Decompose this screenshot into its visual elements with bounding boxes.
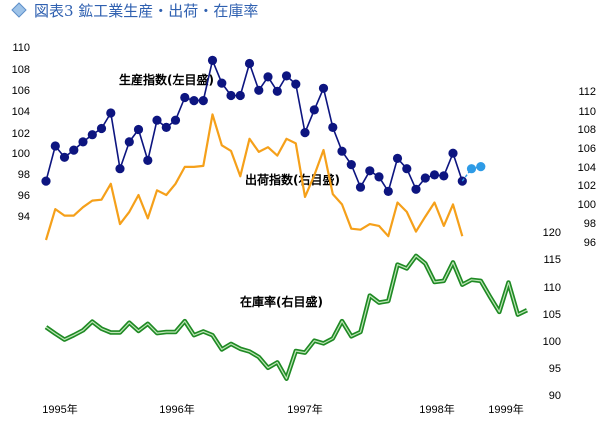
production-point <box>143 155 153 165</box>
left-tick-label: 108 <box>12 64 30 76</box>
x-tick-label: 1997年 <box>287 402 322 416</box>
production-point <box>272 86 282 96</box>
production-point <box>207 55 218 65</box>
left-tick-label: 98 <box>18 169 30 181</box>
right-tick-label: 90 <box>549 390 561 402</box>
production-point <box>254 85 264 95</box>
production-point <box>383 186 393 196</box>
right-tick-label: 115 <box>543 254 561 266</box>
top-right-axis: 112 110 108 106 104 102 100 98 96 <box>578 86 596 249</box>
chart-header: 図表3 鉱工業生産・出荷・在庫率 <box>11 2 258 20</box>
right-tick-label: 110 <box>578 106 596 118</box>
production-point <box>392 153 403 163</box>
production-point <box>402 164 412 174</box>
x-tick-label: 1998年 <box>419 402 454 416</box>
diamond-bullet-icon <box>11 2 27 18</box>
production-point <box>429 170 440 180</box>
chart-title: 図表3 鉱工業生産・出荷・在庫率 <box>34 2 258 20</box>
production-point <box>106 108 116 118</box>
production-point <box>170 115 181 125</box>
series-annotations: 生産指数(左目盛) 出荷指数(右目盛) 在庫率(右目盛) <box>119 72 340 309</box>
production-point <box>69 145 79 155</box>
top-left-axis: 110 108 106 104 102 100 98 96 94 <box>12 42 30 223</box>
production-point <box>448 148 458 158</box>
left-tick-label: 102 <box>12 128 30 140</box>
x-axis: 1995年 1996年 1997年 1998年 1999年 <box>42 402 523 416</box>
inventory-line-highlight <box>45 255 528 380</box>
production-point <box>318 83 329 93</box>
production-point <box>263 72 273 82</box>
production-point <box>300 128 310 138</box>
production-point <box>133 124 144 135</box>
production-point <box>161 122 171 132</box>
production-point <box>244 58 255 69</box>
production-point <box>365 166 375 176</box>
right-tick-label: 96 <box>584 237 596 249</box>
inventory-series-label: 在庫率(右目盛) <box>240 294 323 309</box>
production-point <box>281 71 292 81</box>
bottom-right-axis: 120 115 110 105 100 95 90 <box>543 227 561 402</box>
x-tick-label: 1995年 <box>42 402 77 416</box>
production-point <box>309 105 319 115</box>
production-point <box>355 182 366 192</box>
forecast-point <box>476 162 486 172</box>
production-point <box>439 171 449 181</box>
right-tick-label: 106 <box>578 143 596 155</box>
production-point <box>420 173 430 183</box>
production-point <box>235 90 245 101</box>
production-point <box>291 79 301 89</box>
right-tick-label: 105 <box>543 309 561 321</box>
production-point <box>78 137 88 147</box>
right-tick-label: 110 <box>543 282 561 294</box>
forecast-point <box>466 164 477 174</box>
production-point <box>152 115 162 125</box>
production-point <box>124 137 134 147</box>
left-tick-label: 96 <box>18 190 30 202</box>
right-tick-label: 100 <box>543 336 561 348</box>
right-tick-label: 120 <box>543 227 561 239</box>
left-tick-label: 94 <box>18 211 30 223</box>
production-point <box>337 146 347 156</box>
production-point <box>189 96 199 106</box>
production-line <box>45 59 464 193</box>
production-point <box>115 164 125 174</box>
production-point <box>41 176 51 186</box>
production-point <box>328 122 338 132</box>
production-point <box>374 172 384 182</box>
production-point <box>96 123 107 134</box>
shipments-series-label: 出荷指数(右目盛) <box>245 172 340 187</box>
inventory-line <box>44 253 528 381</box>
left-tick-label: 104 <box>12 106 30 118</box>
right-tick-label: 102 <box>578 180 596 192</box>
left-tick-label: 106 <box>12 85 30 97</box>
production-point <box>50 141 60 151</box>
right-tick-label: 95 <box>549 363 561 375</box>
production-point <box>198 96 208 106</box>
shipments-line <box>44 113 464 241</box>
right-tick-label: 112 <box>578 86 596 98</box>
left-tick-label: 110 <box>12 42 30 54</box>
production-point <box>346 160 356 170</box>
right-tick-label: 104 <box>578 162 596 174</box>
production-point <box>59 152 70 162</box>
production-series-label: 生産指数(左目盛) <box>119 72 214 87</box>
right-tick-label: 108 <box>578 124 596 136</box>
production-point <box>217 78 227 88</box>
production-point <box>87 130 97 140</box>
x-tick-label: 1999年 <box>488 402 523 416</box>
production-point <box>411 184 421 194</box>
left-tick-label: 100 <box>12 148 30 160</box>
right-tick-label: 98 <box>584 218 596 230</box>
plot-area <box>41 55 528 381</box>
x-tick-label: 1996年 <box>159 402 194 416</box>
production-point <box>180 92 190 103</box>
right-tick-label: 100 <box>578 199 596 211</box>
production-point <box>226 90 236 101</box>
